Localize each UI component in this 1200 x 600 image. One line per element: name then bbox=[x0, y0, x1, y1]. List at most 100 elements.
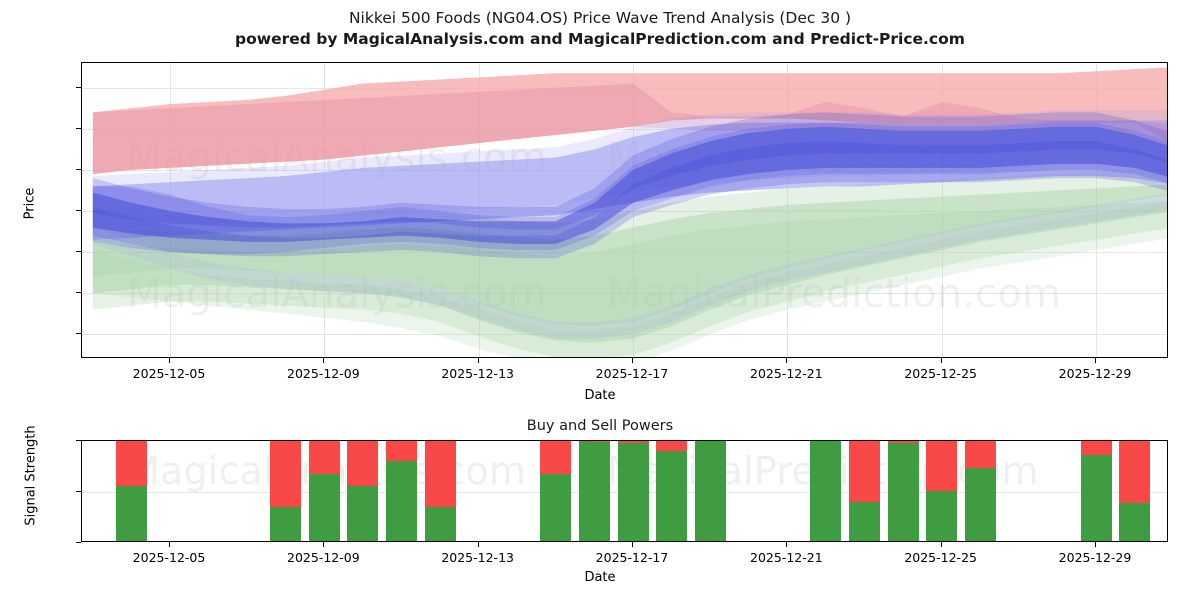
bar-segment-buy-power[interactable] bbox=[1080, 455, 1112, 541]
price-gridline-v bbox=[1096, 63, 1097, 357]
bar-stack[interactable] bbox=[887, 441, 919, 541]
chart-title-block: Nikkei 500 Foods (NG04.OS) Price Wave Tr… bbox=[0, 8, 1200, 50]
bar-segment-buy-power[interactable] bbox=[926, 491, 958, 541]
bar-segment-sell-power[interactable] bbox=[656, 441, 688, 452]
bar-stack[interactable] bbox=[1119, 441, 1151, 541]
bar-segment-sell-power[interactable] bbox=[578, 441, 610, 443]
bar-stack[interactable] bbox=[578, 441, 610, 541]
bar-segment-sell-power[interactable] bbox=[308, 441, 340, 474]
price-y-tick-mark bbox=[76, 127, 81, 129]
bars-x-tick-label: 2025-12-17 bbox=[595, 550, 669, 565]
price-x-tick-label: 2025-12-29 bbox=[1058, 366, 1132, 381]
bar-segment-buy-power[interactable] bbox=[617, 443, 649, 541]
price-y-axis-label: Price bbox=[22, 187, 38, 220]
bar-segment-buy-power[interactable] bbox=[656, 451, 688, 541]
price-x-tick-label: 2025-12-17 bbox=[595, 366, 669, 381]
bar-segment-buy-power[interactable] bbox=[308, 473, 340, 541]
price-gridline-v bbox=[787, 63, 789, 357]
bar-segment-buy-power[interactable] bbox=[424, 507, 456, 541]
price-x-tick-mark bbox=[477, 358, 479, 363]
bar-stack[interactable] bbox=[270, 441, 302, 541]
price-x-tick-mark bbox=[786, 358, 788, 363]
mid-trend-band bbox=[92, 126, 1167, 244]
price-x-axis-label: Date bbox=[584, 388, 616, 403]
price-x-tick-label: 2025-12-05 bbox=[132, 366, 206, 381]
bars-x-tick-label: 2025-12-29 bbox=[1058, 550, 1132, 565]
bar-segment-buy-power[interactable] bbox=[270, 507, 302, 541]
price-y-tick-mark bbox=[76, 86, 81, 88]
price-gridline-v bbox=[633, 63, 634, 357]
bar-segment-buy-power[interactable] bbox=[540, 473, 572, 541]
bar-segment-buy-power[interactable] bbox=[1119, 503, 1151, 541]
bar-stack[interactable] bbox=[347, 441, 379, 541]
price-y-tick-mark bbox=[76, 251, 81, 253]
bar-segment-buy-power[interactable] bbox=[810, 441, 842, 541]
bar-segment-sell-power[interactable] bbox=[1119, 441, 1151, 504]
support-wave-outer-fan bbox=[92, 201, 1167, 357]
bars-x-tick-mark bbox=[323, 542, 325, 547]
bar-stack[interactable] bbox=[964, 441, 996, 541]
price-x-tick-label: 2025-12-21 bbox=[750, 366, 823, 381]
bars-subplot-title: Buy and Sell Powers bbox=[526, 418, 674, 434]
price-band-layers bbox=[92, 67, 1167, 357]
support-band-outer bbox=[92, 168, 1167, 327]
bar-segment-sell-power[interactable] bbox=[849, 441, 880, 503]
bar-stack[interactable] bbox=[694, 441, 726, 541]
price-x-tick-mark bbox=[940, 358, 942, 363]
bars-y-tick-mark bbox=[76, 542, 81, 543]
bar-stack[interactable] bbox=[115, 441, 147, 541]
price-y-tick-mark bbox=[76, 292, 81, 294]
page-title: Nikkei 500 Foods (NG04.OS) Price Wave Tr… bbox=[348, 9, 852, 27]
bars-x-tick-mark bbox=[786, 542, 788, 547]
bar-segment-sell-power[interactable] bbox=[1080, 441, 1112, 456]
bars-x-tick-mark bbox=[940, 542, 942, 547]
bar-segment-buy-power[interactable] bbox=[849, 502, 880, 541]
bar-segment-buy-power[interactable] bbox=[887, 443, 919, 541]
support-band bbox=[92, 184, 1167, 343]
bar-segment-buy-power[interactable] bbox=[964, 467, 996, 541]
bars-x-axis-label: Date bbox=[584, 570, 616, 585]
price-gridline-v bbox=[941, 63, 943, 357]
bar-stack[interactable] bbox=[849, 441, 880, 541]
bar-stack[interactable] bbox=[386, 441, 417, 541]
bar-stack[interactable] bbox=[810, 441, 842, 541]
bar-stack[interactable] bbox=[308, 441, 340, 541]
bar-segment-sell-power[interactable] bbox=[270, 441, 302, 508]
bar-segment-buy-power[interactable] bbox=[347, 485, 379, 541]
bars-x-tick-mark bbox=[477, 542, 479, 547]
bar-stack[interactable] bbox=[926, 441, 958, 541]
bar-stack[interactable] bbox=[617, 441, 649, 541]
bar-segment-sell-power[interactable] bbox=[926, 441, 958, 492]
bar-segment-sell-power[interactable] bbox=[386, 441, 417, 462]
bar-segment-sell-power[interactable] bbox=[347, 441, 379, 486]
bar-stack[interactable] bbox=[656, 441, 688, 541]
bar-segment-sell-power[interactable] bbox=[694, 441, 726, 442]
bars-x-tick-label: 2025-12-25 bbox=[904, 550, 977, 565]
bars-x-tick-label: 2025-12-21 bbox=[750, 550, 823, 565]
bar-segment-buy-power[interactable] bbox=[386, 461, 417, 541]
bar-stack[interactable] bbox=[1080, 441, 1112, 541]
price-gridline-h bbox=[82, 334, 1167, 336]
price-y-tick-mark bbox=[76, 210, 81, 211]
bar-segment-buy-power[interactable] bbox=[694, 441, 726, 541]
price-y-tick-mark bbox=[76, 333, 81, 335]
mid-trend-band-halo-b bbox=[92, 141, 1167, 259]
bar-segment-sell-power[interactable] bbox=[887, 441, 919, 444]
bar-segment-sell-power[interactable] bbox=[540, 441, 572, 474]
bar-segment-sell-power[interactable] bbox=[115, 441, 147, 486]
support-band-outer2 bbox=[92, 201, 1167, 357]
bar-segment-sell-power[interactable] bbox=[617, 441, 649, 444]
bar-segment-sell-power[interactable] bbox=[964, 441, 996, 468]
bar-stack[interactable] bbox=[424, 441, 456, 541]
bar-segment-buy-power[interactable] bbox=[578, 442, 610, 541]
bar-stack[interactable] bbox=[540, 441, 572, 541]
page-subtitle: powered by MagicalAnalysis.com and Magic… bbox=[235, 30, 965, 48]
price-y-tick-mark bbox=[76, 168, 81, 170]
bars-y-axis-label: Signal Strength bbox=[23, 425, 39, 526]
price-gridline-h bbox=[82, 211, 1167, 212]
bar-segment-buy-power[interactable] bbox=[115, 485, 147, 541]
mid-trend-wave-spread bbox=[92, 122, 1167, 255]
bar-segment-sell-power[interactable] bbox=[424, 441, 456, 508]
